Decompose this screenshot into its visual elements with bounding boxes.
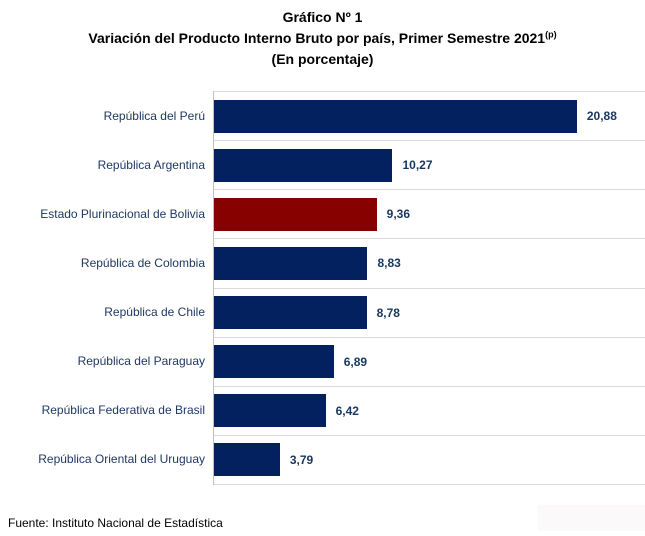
value-label: 10,27 bbox=[402, 158, 433, 173]
category-label: República de Colombia bbox=[80, 255, 205, 270]
bar-row: 6,89 bbox=[214, 338, 645, 387]
bar-row: 8,83 bbox=[214, 239, 645, 289]
bar bbox=[214, 148, 393, 182]
bar-row: 20,88 bbox=[214, 92, 645, 142]
bar-row: 3,79 bbox=[214, 436, 645, 485]
bar-row: 9,36 bbox=[214, 190, 645, 240]
value-label: 6,42 bbox=[335, 403, 359, 418]
bar-highlighted bbox=[214, 197, 377, 231]
chart-title-line-2: Variación del Producto Interno Bruto por… bbox=[0, 28, 645, 49]
bar bbox=[214, 443, 280, 477]
chart-title-line-1: Gráfico Nº 1 bbox=[282, 9, 363, 25]
bar bbox=[214, 394, 326, 428]
bar-row: 6,42 bbox=[214, 387, 645, 436]
faint-highlight-artifact bbox=[538, 505, 645, 531]
chart-title: Gráfico Nº 1 Variación del Producto Inte… bbox=[0, 7, 645, 70]
category-label: República Federativa de Brasil bbox=[41, 403, 205, 418]
value-label: 9,36 bbox=[386, 207, 411, 222]
category-label: República de Chile bbox=[104, 305, 205, 320]
chart-title-line-3: (En porcentaje) bbox=[271, 51, 374, 67]
bar-row: 10,27 bbox=[214, 141, 645, 191]
bar bbox=[214, 246, 368, 280]
source-note: Fuente: Instituto Nacional de Estadístic… bbox=[8, 516, 223, 530]
value-label: 3,79 bbox=[289, 452, 314, 467]
plot-area: 20,88 10,27 9,36 8,83 8,78 6,89 6,42 3,79 bbox=[213, 91, 645, 485]
bar bbox=[214, 345, 334, 379]
bar bbox=[214, 99, 577, 133]
value-label: 6,89 bbox=[343, 354, 368, 369]
value-label: 8,83 bbox=[377, 256, 401, 271]
chart-title-superscript: (p) bbox=[545, 29, 557, 40]
bar bbox=[214, 296, 367, 330]
chart-title-line-2-text: Variación del Producto Interno Bruto por… bbox=[88, 30, 546, 46]
category-label: República Oriental del Uruguay bbox=[38, 452, 205, 467]
category-label: Estado Plurinacional de Bolivia bbox=[40, 206, 205, 221]
value-label: 8,78 bbox=[376, 305, 400, 320]
category-axis-labels: República del Perú República Argentina Est… bbox=[0, 91, 205, 484]
bar-row: 8,78 bbox=[214, 289, 645, 338]
category-label: República del Perú bbox=[103, 108, 205, 123]
category-label: República del Paraguay bbox=[77, 354, 205, 369]
category-label: República Argentina bbox=[97, 157, 205, 172]
value-label: 20,88 bbox=[586, 109, 617, 124]
